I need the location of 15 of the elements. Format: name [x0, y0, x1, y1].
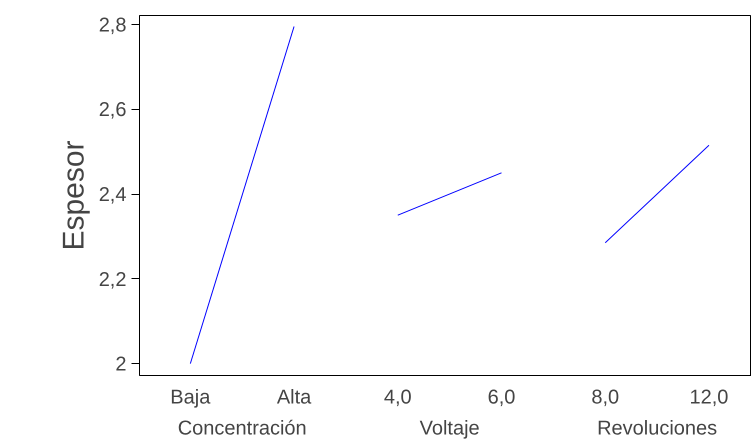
y-tick-label: 2,6 — [98, 99, 127, 122]
y-tick-label: 2,8 — [98, 14, 127, 36]
y-axis-title: Espesor — [58, 140, 91, 251]
x-tick-label: 8,0 — [591, 386, 620, 408]
text: Voltaje — [420, 418, 480, 440]
x-tick-label: 4,0 — [384, 386, 412, 408]
y-tick-label: 2 — [115, 354, 126, 376]
y-tick-label: 2,4 — [98, 184, 127, 206]
text: Revoluciones — [597, 418, 718, 440]
x-tick-label: 12,0 — [690, 386, 728, 408]
y-tick-label: 2,2 — [98, 268, 127, 291]
x-tick-label: Alta — [276, 386, 312, 408]
text: Concentración — [178, 418, 307, 440]
x-tick-label: 6,0 — [488, 386, 516, 408]
x-tick-label: Baja — [170, 386, 212, 408]
